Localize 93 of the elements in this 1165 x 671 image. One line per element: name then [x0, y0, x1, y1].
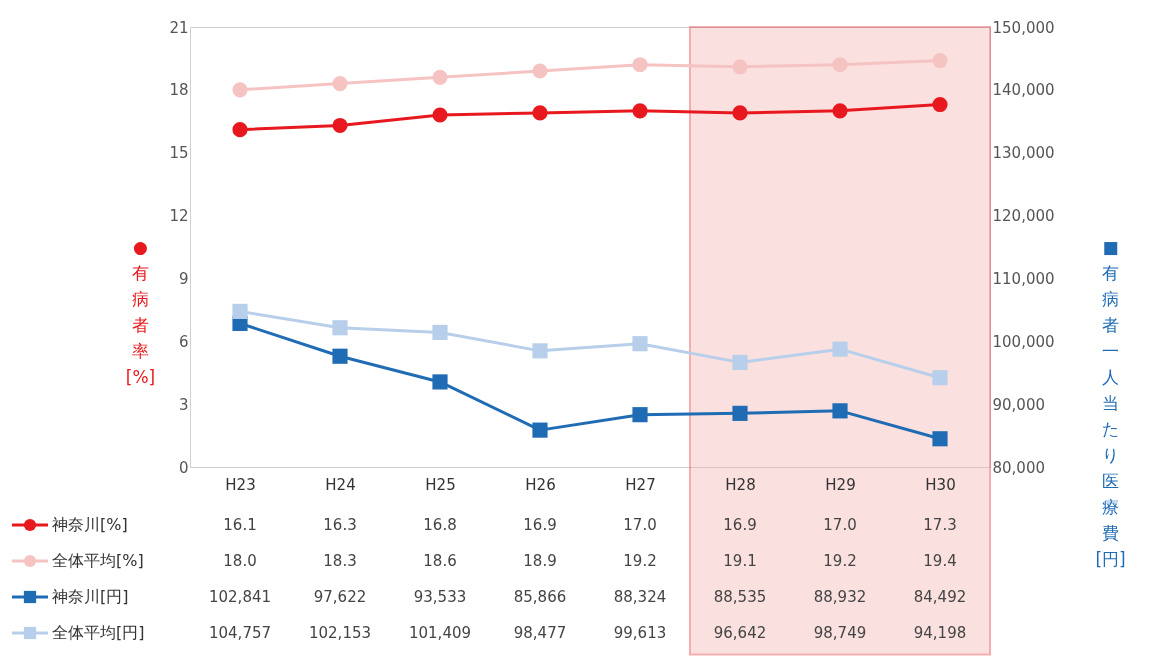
point	[632, 103, 648, 119]
x-tick-label: H30	[925, 475, 956, 494]
data-label: 98,749	[813, 624, 867, 642]
point	[532, 63, 548, 79]
y2-tick-label: 80,000	[992, 458, 1045, 477]
point	[832, 103, 848, 119]
point	[332, 320, 348, 336]
legend-label: 全体平均[円]	[52, 623, 145, 642]
data-label: 17.0	[823, 516, 857, 534]
y2-tick-label: 90,000	[992, 395, 1045, 414]
data-label: 96,642	[713, 624, 767, 642]
data-label: 19.4	[923, 552, 957, 570]
data-label: 84,492	[913, 588, 967, 606]
point	[232, 82, 248, 98]
x-tick-label: H25	[425, 475, 456, 494]
data-label: 93,533	[413, 588, 467, 606]
x-tick-label: H27	[625, 475, 656, 494]
data-label: 16.3	[323, 516, 357, 534]
data-label: 16.8	[423, 516, 457, 534]
data-label: 16.9	[523, 516, 557, 534]
y2-tick-label: 130,000	[992, 144, 1055, 163]
point	[832, 403, 848, 419]
data-label: 19.2	[623, 552, 657, 570]
data-label: 19.1	[723, 552, 757, 570]
data-label: 18.0	[223, 552, 257, 570]
legend-label: 全体平均[%]	[52, 551, 144, 570]
data-label: 97,622	[313, 588, 367, 606]
x-tick-label: H24	[325, 475, 356, 494]
data-label: 88,324	[613, 588, 667, 606]
y-tick-label: 0	[178, 458, 189, 477]
point	[432, 324, 448, 341]
point	[832, 341, 848, 357]
y2-tick-label: 120,000	[992, 207, 1055, 226]
point	[732, 354, 748, 370]
point	[232, 122, 248, 138]
point	[532, 343, 548, 359]
point	[532, 422, 548, 438]
data-label: 102,841	[208, 588, 272, 606]
legend-label: 神奈川[円]	[52, 587, 129, 606]
data-label: 17.3	[923, 516, 957, 534]
y-tick-label: 3	[178, 395, 189, 414]
y2-tick-label: 110,000	[992, 269, 1055, 288]
point	[932, 370, 948, 386]
data-label: 85,866	[513, 588, 567, 606]
data-label: 94,198	[913, 624, 967, 642]
y2-tick-label: 140,000	[992, 81, 1055, 100]
data-label: 98,477	[513, 624, 567, 642]
y-tick-label: 15	[169, 144, 189, 163]
point	[432, 374, 448, 390]
point	[332, 76, 348, 92]
data-label: 99,613	[613, 624, 667, 642]
data-label: 18.6	[423, 552, 457, 570]
point	[732, 405, 748, 421]
point	[932, 52, 948, 69]
data-label: 88,932	[813, 588, 867, 606]
point	[932, 96, 948, 113]
x-tick-label: H28	[725, 475, 756, 494]
x-tick-label: H23	[225, 475, 256, 494]
data-label: 18.9	[523, 552, 557, 570]
data-label: 88,535	[713, 588, 767, 606]
x-tick-label: H29	[825, 475, 856, 494]
y-tick-label: 12	[169, 207, 189, 226]
y-tick-label: 21	[169, 18, 189, 37]
x-tick-label: H26	[525, 475, 556, 494]
y-axis-title: ●有病者率[%]	[125, 236, 156, 387]
text: ■有病者一人当たり医療費[円]	[1095, 236, 1126, 569]
y-tick-label: 18	[169, 81, 189, 100]
point	[732, 105, 748, 121]
data-label: 19.2	[823, 552, 857, 570]
data-label: 16.1	[223, 516, 257, 534]
y-tick-label: 9	[178, 269, 189, 288]
point	[932, 431, 948, 447]
point	[232, 303, 248, 319]
point	[332, 348, 348, 364]
point	[332, 117, 348, 134]
data-label: 17.0	[623, 516, 657, 534]
data-label: 18.3	[323, 552, 357, 570]
data-label: 16.9	[723, 516, 757, 534]
data-label: 101,409	[408, 624, 472, 642]
y-tick-label: 6	[178, 332, 189, 351]
point	[432, 69, 448, 85]
y2-tick-label: 150,000	[992, 18, 1055, 37]
point	[732, 59, 748, 75]
point	[532, 105, 548, 121]
point	[832, 57, 848, 73]
point	[632, 407, 648, 423]
point	[632, 336, 648, 352]
legend-label: 神奈川[%]	[52, 515, 128, 534]
data-label: 104,757	[208, 624, 272, 642]
point	[632, 57, 648, 73]
y2-tick-label: 100,000	[992, 332, 1055, 351]
point	[432, 107, 448, 123]
data-label: 102,153	[308, 624, 372, 642]
